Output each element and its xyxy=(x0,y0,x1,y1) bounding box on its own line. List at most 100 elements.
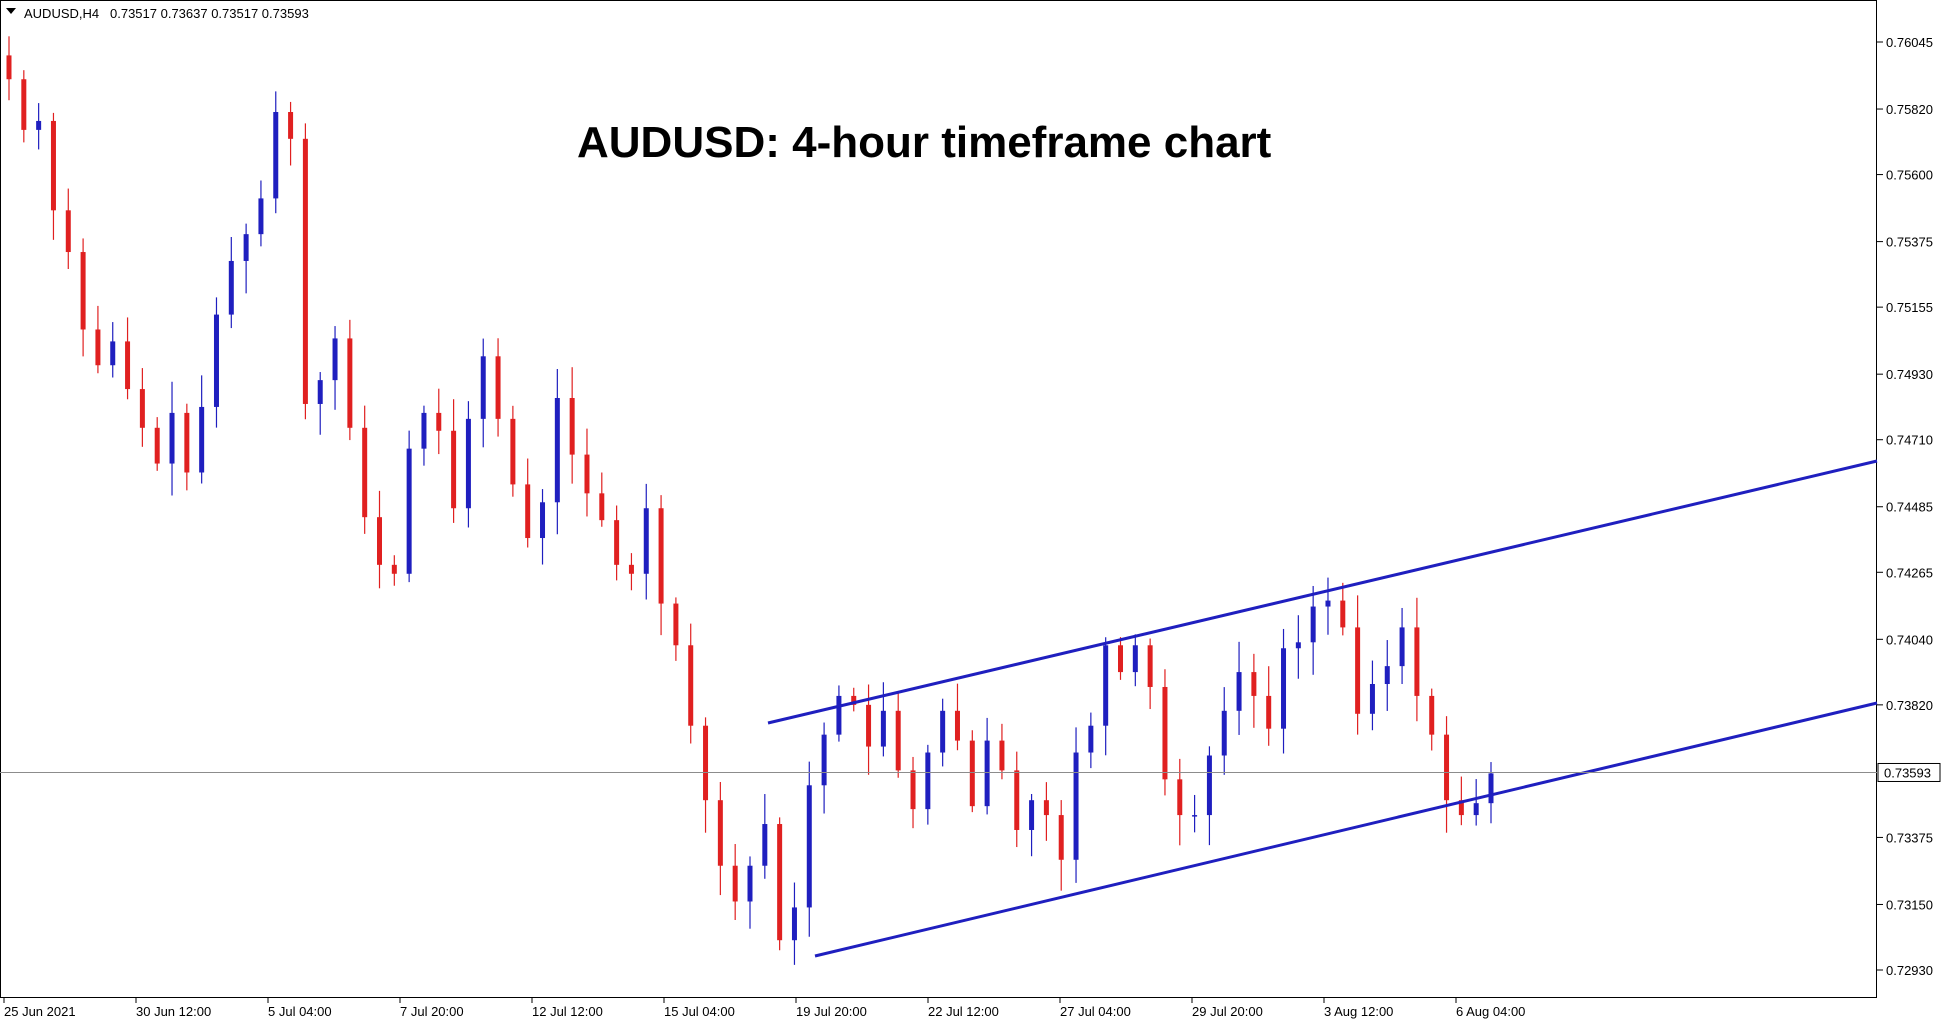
candle-bearish xyxy=(658,508,664,604)
candle-bullish xyxy=(925,752,931,810)
candle-bullish xyxy=(1192,815,1198,817)
candle-bearish xyxy=(1266,695,1272,729)
collapse-arrow-icon[interactable] xyxy=(6,8,16,14)
candle-bearish xyxy=(6,55,12,80)
candle-bullish xyxy=(1073,752,1079,860)
current-price-value: 0.73593 xyxy=(1884,765,1931,780)
candle-bullish xyxy=(213,314,219,407)
candle-bearish xyxy=(954,710,960,741)
candle-bullish xyxy=(940,710,946,753)
price-axis-label: 0.76045 xyxy=(1886,35,1933,50)
candle-bearish xyxy=(1355,627,1361,714)
candle-bullish xyxy=(1384,666,1390,685)
candle-bullish xyxy=(1132,645,1138,673)
candle-bearish xyxy=(895,710,901,771)
candle-bearish xyxy=(851,695,857,705)
candle-bearish xyxy=(969,740,975,807)
candle-bullish xyxy=(273,112,279,199)
candle-bearish xyxy=(377,517,382,565)
candle-bearish xyxy=(525,484,531,539)
candle-bearish xyxy=(80,252,86,330)
candle-bullish xyxy=(1236,672,1242,711)
price-axis-label: 0.74485 xyxy=(1886,500,1933,515)
candle-bearish xyxy=(999,740,1005,771)
candle-bearish xyxy=(1177,779,1183,816)
candle-bearish xyxy=(599,493,605,521)
price-axis-label: 0.74265 xyxy=(1886,565,1933,580)
price-axis-label: 0.73375 xyxy=(1886,830,1933,845)
time-axis-label: 5 Jul 04:00 xyxy=(268,1004,332,1019)
candle-bullish xyxy=(540,502,546,539)
time-axis-label: 27 Jul 04:00 xyxy=(1060,1004,1131,1019)
time-axis-label: 25 Jun 2021 xyxy=(4,1004,76,1019)
price-axis: 0.76045 0.75820 0.75600 0.75375 0.75155 0.749… xyxy=(1877,35,1933,978)
time-axis: 25 Jun 2021 30 Jun 12:00 5 Jul 04:00 7 Jul … xyxy=(3,997,1525,1019)
candle-bearish xyxy=(673,603,679,646)
candle-bearish xyxy=(391,564,397,574)
time-axis-label: 29 Jul 20:00 xyxy=(1192,1004,1263,1019)
candle-bearish xyxy=(584,454,590,494)
candle-bearish xyxy=(362,427,368,518)
upper-channel-line[interactable] xyxy=(767,459,1878,725)
candle-bullish xyxy=(1221,710,1227,756)
candle-bullish xyxy=(332,338,338,381)
time-axis-label: 3 Aug 12:00 xyxy=(1324,1004,1393,1019)
price-axis-label: 0.75600 xyxy=(1886,168,1933,183)
candle-bearish xyxy=(1458,800,1464,816)
candle-bearish xyxy=(1043,800,1049,816)
candle-bearish xyxy=(569,398,575,455)
trend-channels xyxy=(767,459,1878,958)
time-axis-label: 12 Jul 12:00 xyxy=(532,1004,603,1019)
candle-bearish xyxy=(1014,770,1020,830)
chart-title: AUDUSD: 4-hour timeframe chart xyxy=(577,118,1272,167)
candle-bullish xyxy=(984,740,990,807)
time-axis-label: 30 Jun 12:00 xyxy=(136,1004,211,1019)
candle-bearish xyxy=(139,389,145,428)
candle-bullish xyxy=(762,824,768,866)
candle-bullish xyxy=(747,865,753,902)
lower-channel-line[interactable] xyxy=(814,701,1878,958)
candle-bearish xyxy=(614,520,620,565)
candle-bullish xyxy=(806,785,812,908)
symbol-label: AUDUSD,H4 xyxy=(24,6,99,21)
ohlc-values: 0.73517 0.73637 0.73517 0.73593 xyxy=(110,6,309,21)
candle-bearish xyxy=(910,770,916,810)
candle-bullish xyxy=(1473,803,1479,816)
time-axis-label: 7 Jul 20:00 xyxy=(400,1004,464,1019)
time-axis-label: 15 Jul 04:00 xyxy=(664,1004,735,1019)
candle-bullish xyxy=(317,380,323,404)
candle-bullish xyxy=(1310,606,1316,643)
candle-bearish xyxy=(125,341,131,390)
candle-bullish xyxy=(406,448,412,574)
candle-bearish xyxy=(95,329,101,366)
candle-bullish xyxy=(228,260,234,315)
candle-bullish xyxy=(643,508,649,574)
candle-bearish xyxy=(154,427,160,464)
candle-bearish xyxy=(866,704,872,747)
time-axis-label: 6 Aug 04:00 xyxy=(1456,1004,1525,1019)
candle-bearish xyxy=(21,79,27,130)
price-axis-label: 0.75375 xyxy=(1886,235,1933,250)
current-price-tag: 0.73593 xyxy=(1877,762,1941,782)
candle-bearish xyxy=(1429,695,1435,735)
candle-bearish xyxy=(1444,734,1450,801)
time-axis-label: 19 Jul 20:00 xyxy=(796,1004,867,1019)
candle-bullish xyxy=(821,734,827,786)
candle-bullish xyxy=(1206,755,1212,816)
price-axis-label: 0.72930 xyxy=(1886,963,1933,978)
candle-bullish xyxy=(554,398,560,503)
price-axis-label: 0.73150 xyxy=(1886,897,1933,912)
candle-bullish xyxy=(836,695,842,735)
candle-bearish xyxy=(65,210,71,253)
candle-bullish xyxy=(1088,725,1094,753)
candle-bearish xyxy=(703,725,709,801)
candle-bearish xyxy=(777,824,783,941)
candle-bearish xyxy=(184,412,190,473)
price-axis-label: 0.75155 xyxy=(1886,300,1933,315)
candle-bearish xyxy=(688,645,694,726)
candle-bullish xyxy=(880,710,886,747)
plot-frame xyxy=(0,0,1877,998)
candle-bullish xyxy=(1369,684,1375,714)
